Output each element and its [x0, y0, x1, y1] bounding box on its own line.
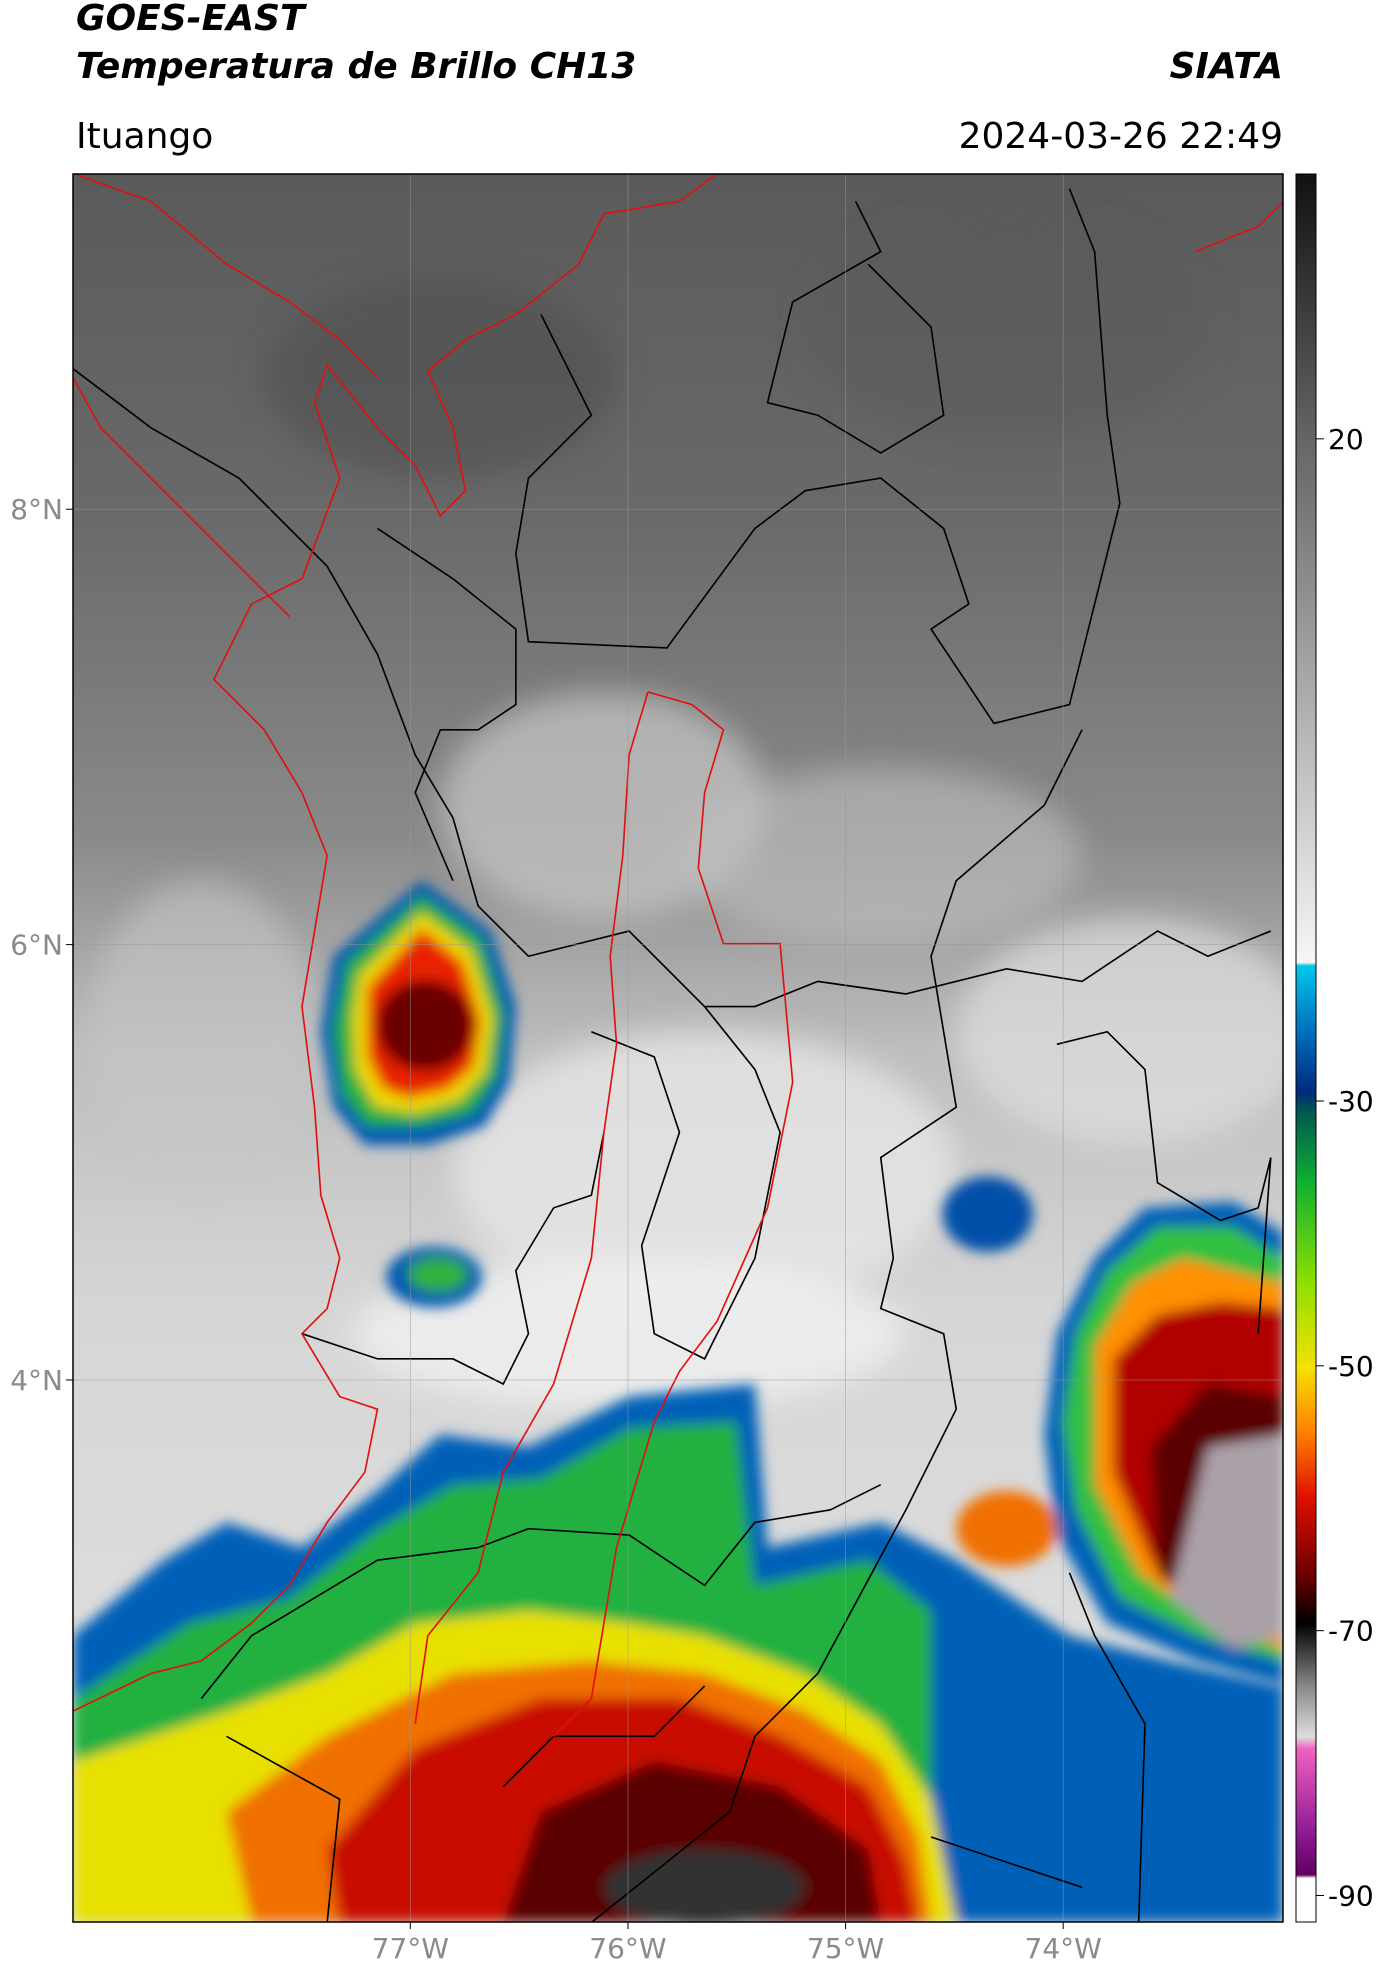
map-frame	[72, 173, 1284, 1923]
boundary	[1056, 1030, 1272, 1334]
x-tick-label: 75°W	[807, 1932, 884, 1965]
colorbar-tick-label: -30	[1328, 1085, 1374, 1118]
storm-south	[73, 1384, 1283, 1922]
boundary	[590, 729, 1083, 1922]
brand: SIATA	[1170, 46, 1283, 87]
boundaries	[73, 174, 1283, 1922]
boundary	[766, 200, 945, 454]
cloud-field	[73, 213, 1283, 1922]
title: GOES-EAST	[76, 0, 307, 39]
x-tick-label: 77°W	[372, 1932, 449, 1965]
coastline	[73, 174, 718, 1712]
coastline	[73, 174, 1283, 618]
boundary	[301, 1132, 605, 1386]
y-tick-label: 6°N	[10, 929, 63, 962]
grid	[73, 174, 1283, 1922]
subtitle: Temperatura de Brillo CH13	[76, 46, 636, 87]
x-tick-label: 74°W	[1025, 1932, 1102, 1965]
cloud-texture	[88, 213, 1283, 1410]
colorbar	[1295, 173, 1317, 1923]
boundary	[591, 1006, 781, 1360]
boundary	[515, 188, 1121, 725]
boundary	[200, 1483, 882, 1700]
boundary	[377, 527, 517, 882]
map-image	[73, 174, 1283, 1922]
boundary	[73, 368, 1272, 1008]
storm-north	[320, 880, 516, 1145]
y-tick-label: 8°N	[10, 493, 63, 526]
location: Ituango	[76, 116, 213, 157]
colorbar-tick-label: -70	[1328, 1615, 1374, 1648]
timestamp: 2024-03-26 22:49	[959, 116, 1283, 157]
storm-east	[956, 1201, 1283, 1686]
watershed	[414, 691, 794, 1737]
colorbar-tick-label: -90	[1328, 1880, 1374, 1913]
colorbar-tick-label: -50	[1328, 1350, 1374, 1383]
x-tick-label: 76°W	[589, 1932, 666, 1965]
y-tick-label: 4°N	[10, 1364, 63, 1397]
colorbar-tick-label: 20	[1328, 423, 1364, 456]
boundary	[226, 1572, 1146, 1922]
